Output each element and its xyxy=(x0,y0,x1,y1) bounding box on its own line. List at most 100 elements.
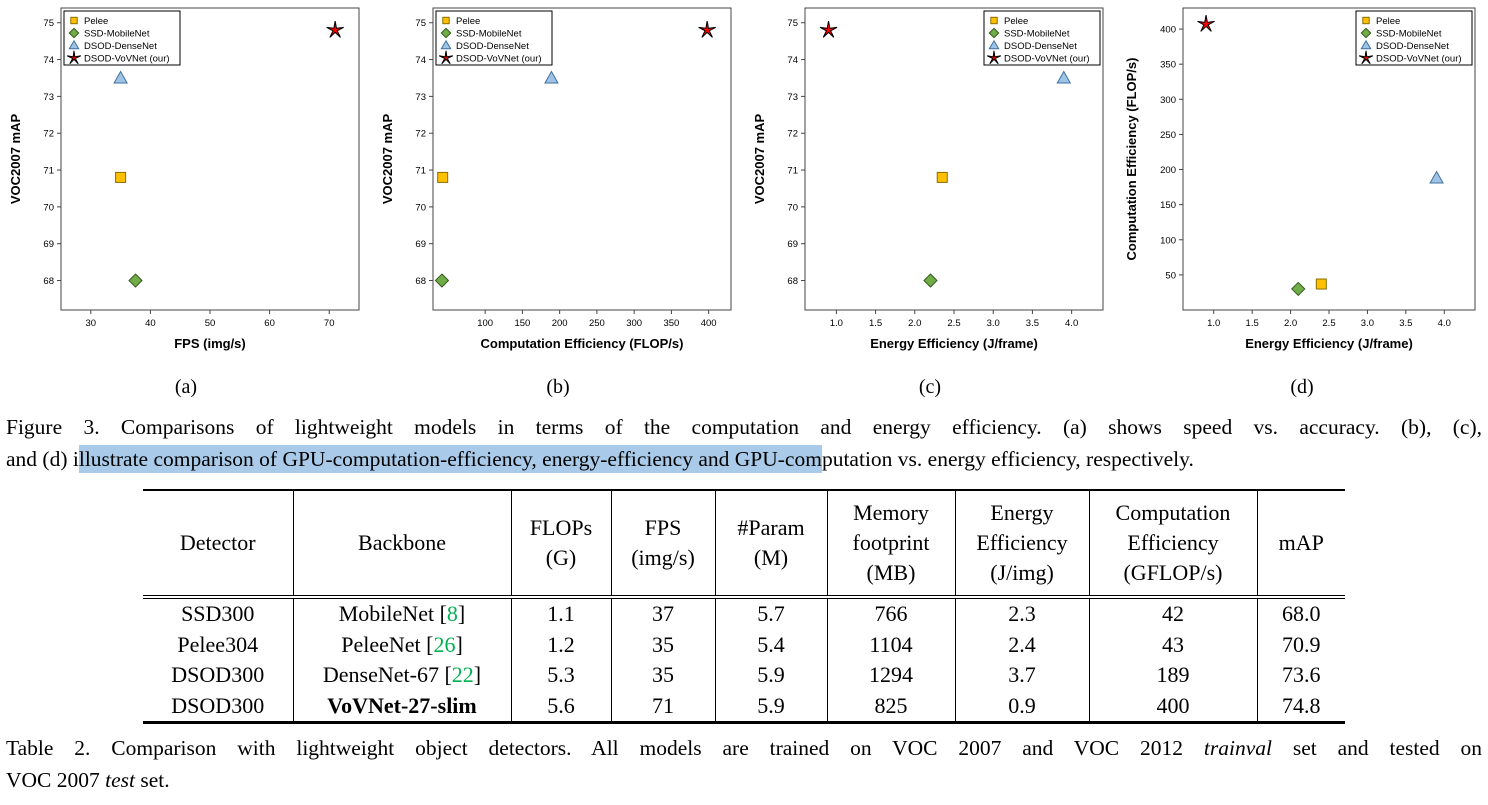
x-tick-label: 3.0 xyxy=(1361,318,1374,329)
marker-star xyxy=(698,21,716,38)
y-tick-label: 68 xyxy=(43,276,54,287)
value-cell: 766 xyxy=(826,597,955,630)
y-tick-label: 73 xyxy=(787,92,798,103)
table-header-row: Detector Backbone FLOPs (G) FPS (img/s) #Par… xyxy=(143,490,1345,599)
header-cell: FLOPs (G) xyxy=(510,490,611,599)
value-cell: 68.0 xyxy=(1256,597,1345,630)
value-cell: 35 xyxy=(610,660,715,691)
marker-triangle xyxy=(544,70,559,84)
header-cell: Energy Efficiency (J/img) xyxy=(954,490,1089,599)
x-tick-label: 2.0 xyxy=(1284,318,1297,329)
header-cell: Backbone xyxy=(292,490,511,599)
marker-star xyxy=(326,21,344,38)
legend-box xyxy=(435,10,553,66)
marker-square xyxy=(437,171,449,183)
text-selection-highlight: llustrate comparison of GPU-computation-… xyxy=(78,445,822,473)
figure-caption: Figure 3. Comparisons of lightweight mod… xyxy=(0,411,1488,475)
table-row: Pelee304 PeleeNet [26] 1.2 35 5.4 1104 2.4 43 70… xyxy=(143,629,1345,660)
table-row: DSOD300 DenseNet-67 [22] 5.3 35 5.9 1294 3.7 18… xyxy=(143,660,1345,691)
y-tick-label: 70 xyxy=(415,202,426,213)
comparison-table-body: SSD300 MobileNet [8] 1.1 37 5.7 766 2.3 42 68.0 P… xyxy=(143,597,1345,723)
data-points xyxy=(819,21,1072,288)
x-axis-ticks: 1.0 1.5 2.0 2.5 3.0 3.5 4.0 xyxy=(830,310,1078,329)
chart-b: 100 150 200 250 300 350 400 68 69 70 71 72 73 74 75 Com… xyxy=(372,2,744,399)
x-axis-ticks: 30 40 50 60 70 xyxy=(86,310,335,329)
y-axis-ticks: 68 69 70 71 72 73 74 75 xyxy=(43,18,61,287)
y-tick-label: 73 xyxy=(43,92,54,103)
legend-box xyxy=(63,10,181,66)
value-cell: 71 xyxy=(610,690,715,723)
y-tick-label: 300 xyxy=(1160,95,1176,106)
marker-star xyxy=(66,50,82,65)
x-tick-label: 2.5 xyxy=(1322,318,1335,329)
table-caption: Table 2. Comparison with lightweight obj… xyxy=(0,732,1488,796)
y-tick-label: 68 xyxy=(415,276,426,287)
x-tick-label: 2.5 xyxy=(947,318,960,329)
citation-link[interactable]: 22 xyxy=(451,662,474,687)
y-tick-label: 68 xyxy=(787,276,798,287)
y-axis-ticks: 68 69 70 71 72 73 74 75 xyxy=(415,18,433,287)
legend-label: SSD-MobileNet xyxy=(1004,29,1070,40)
citation-link[interactable]: 26 xyxy=(433,631,456,657)
table-row: DSOD300 VoVNet-27-slim 5.6 71 5.9 825 0.9 400 74… xyxy=(143,690,1345,723)
y-tick-label: 73 xyxy=(415,92,426,103)
scatter-plot-d: 1.0 1.5 2.0 2.5 3.0 3.5 4.0 50 100 150 200 250 300 35… xyxy=(1121,2,1483,362)
y-tick-label: 74 xyxy=(787,55,798,66)
x-tick-label: 3.5 xyxy=(1026,318,1039,329)
table-caption-line2: VOC 2007 test set. xyxy=(6,764,1482,796)
y-tick-label: 70 xyxy=(787,202,798,213)
y-tick-label: 75 xyxy=(43,18,54,29)
x-axis-ticks: 100 150 200 250 300 350 400 xyxy=(477,310,717,329)
y-tick-label: 71 xyxy=(43,166,54,177)
header-cell: Memory footprint (MB) xyxy=(826,490,955,599)
x-tick-label: 1.0 xyxy=(830,318,843,329)
value-cell: 5.6 xyxy=(510,690,611,723)
marker-square xyxy=(70,16,78,25)
value-cell: 5.9 xyxy=(714,660,827,691)
marker-square xyxy=(115,171,127,183)
legend-label: DSOD-VoVNet (our) xyxy=(1004,54,1090,65)
marker-star xyxy=(986,50,1002,65)
x-tick-label: 70 xyxy=(324,318,335,329)
legend-label: SSD-MobileNet xyxy=(84,29,150,40)
x-tick-label: 2.0 xyxy=(908,318,921,329)
value-cell: 0.9 xyxy=(954,690,1089,723)
legend-box xyxy=(1355,10,1473,66)
value-cell: 5.4 xyxy=(714,629,827,660)
x-tick-label: 3.5 xyxy=(1399,318,1412,329)
x-axis-ticks: 1.0 1.5 2.0 2.5 3.0 3.5 4.0 xyxy=(1207,310,1451,329)
caption-text: set and tested on xyxy=(1271,736,1482,760)
data-points xyxy=(1197,15,1444,297)
x-tick-label: 1.5 xyxy=(1246,318,1259,329)
header-cell: Detector xyxy=(143,490,293,599)
table-row: SSD300 MobileNet [8] 1.1 37 5.7 766 2.3 42 68.0 xyxy=(143,597,1345,630)
value-cell: 189 xyxy=(1088,660,1257,691)
value-cell: 1.2 xyxy=(510,629,611,660)
data-points xyxy=(434,21,716,288)
chart-sublabel-c: (c) xyxy=(918,376,942,398)
legend-label: DSOD-DenseNet xyxy=(84,41,157,52)
backbone-cell: VoVNet-27-slim xyxy=(292,690,511,723)
y-tick-label: 70 xyxy=(43,202,54,213)
marker-square xyxy=(1315,278,1327,290)
caption-text: Table 2. Comparison with lightweight obj… xyxy=(6,736,1204,760)
value-cell: 42 xyxy=(1088,597,1257,630)
value-cell: 2.4 xyxy=(954,629,1089,660)
value-cell: 1294 xyxy=(826,660,955,691)
value-cell: 5.9 xyxy=(714,690,827,723)
y-tick-label: 74 xyxy=(43,55,54,66)
y-tick-label: 75 xyxy=(415,18,426,29)
citation-link[interactable]: 8 xyxy=(446,601,458,626)
y-tick-label: 100 xyxy=(1160,235,1176,246)
marker-star xyxy=(438,50,454,65)
x-tick-label: 250 xyxy=(589,318,605,329)
caption-text: VOC 2007 xyxy=(6,768,106,792)
value-cell: 74.8 xyxy=(1256,690,1345,723)
marker-square xyxy=(990,16,998,25)
y-tick-label: 350 xyxy=(1160,60,1176,71)
caption-text: putation vs. energy efficiency, respecti… xyxy=(821,447,1194,471)
x-axis-label: Energy Efficiency (J/frame) xyxy=(870,336,1038,351)
